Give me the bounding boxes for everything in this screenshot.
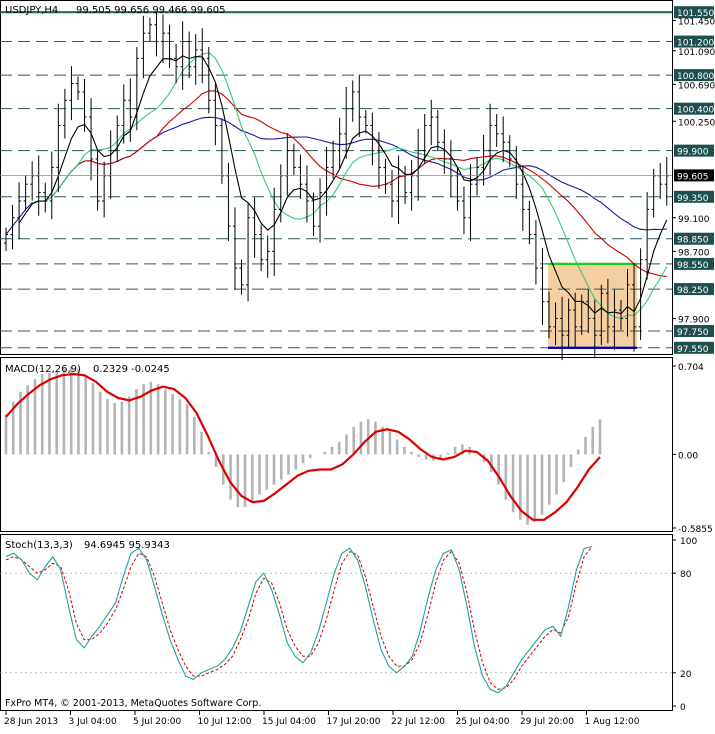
macd-tick-label: -0.5855 xyxy=(678,525,713,535)
time-tick-label: 29 Jul 20:00 xyxy=(520,717,574,727)
price-tick-label: 101.450 xyxy=(678,18,715,28)
time-tick-label: 25 Jul 04:00 xyxy=(456,717,510,727)
time-tick-label: 1 Aug 12:00 xyxy=(585,717,640,727)
level-price-label-bg xyxy=(674,35,714,48)
level-price-label: 98.850 xyxy=(677,236,709,246)
stoch-title: Stoch(13,3,3) xyxy=(5,540,73,551)
macd-title: MACD(12,26,9) xyxy=(5,364,81,375)
level-price-label-bg xyxy=(674,257,714,270)
level-price-label-bg xyxy=(674,6,714,19)
level-price-label-bg xyxy=(674,190,714,203)
stoch-tick-label: 80 xyxy=(680,570,692,580)
ma-fast-black-line xyxy=(18,55,668,315)
stoch-panel xyxy=(0,534,673,711)
price-plot-area: 101.550 101.200 100.800 100.400 99.900 99.350… xyxy=(0,6,715,361)
stoch-tick-label: 0 xyxy=(680,703,686,713)
ohlc-readout: 99.505 99.656 99.466 99.605 xyxy=(76,5,226,16)
time-tick-label: 10 Jul 12:00 xyxy=(198,717,252,727)
level-price-label-bg xyxy=(674,69,714,82)
current-price-label-bg xyxy=(674,169,714,182)
level-price-label-bg xyxy=(674,144,714,157)
current-price-label: 99.605 xyxy=(677,172,709,182)
level-price-label-bg xyxy=(674,283,714,296)
ma-fast-green-line xyxy=(32,52,668,319)
level-price-label-bg xyxy=(674,102,714,115)
stoch-plot-area: 100 80 20 0 xyxy=(0,537,697,713)
time-tick-label: 28 Jun 2013 xyxy=(4,717,58,727)
symbol-label: USDJPY,H4 xyxy=(5,5,58,16)
macd-panel xyxy=(0,357,673,532)
level-price-label: 100.400 xyxy=(677,106,714,116)
level-price-label: 101.200 xyxy=(677,39,714,49)
level-price-label: 101.550 xyxy=(677,9,714,19)
copyright-text: FxPro MT4, © 2001-2013, MetaQuotes Softw… xyxy=(5,698,261,709)
stoch-main-line xyxy=(5,546,593,694)
stoch-tick-label: 20 xyxy=(680,670,692,680)
level-price-label: 99.900 xyxy=(677,148,709,158)
time-tick-label: 17 Jul 20:00 xyxy=(327,717,381,727)
level-price-label-bg xyxy=(674,325,714,338)
price-tick-label: 100.690 xyxy=(678,81,715,91)
price-tick-label: 99.100 xyxy=(678,215,710,225)
stoch-values: 94.6945 95.9343 xyxy=(84,540,170,551)
macd-tick-label: 0.704 xyxy=(678,363,704,373)
price-tick-label: 98.700 xyxy=(678,248,710,258)
consolidation-range-box xyxy=(548,263,638,348)
level-price-label: 100.800 xyxy=(677,72,714,82)
level-price-label: 98.550 xyxy=(677,261,709,271)
level-price-label: 98.250 xyxy=(677,286,709,296)
ma-mid-line xyxy=(57,90,667,278)
time-tick-label: 22 Jul 12:00 xyxy=(391,717,445,727)
price-tick-label: 101.090 xyxy=(678,48,715,58)
level-price-label: 97.550 xyxy=(677,345,709,355)
stoch-tick-label: 100 xyxy=(680,537,697,547)
time-tick-label: 3 Jul 04:00 xyxy=(69,717,118,727)
time-tick-label: 15 Jul 04:00 xyxy=(262,717,316,727)
level-price-label: 97.750 xyxy=(677,328,709,338)
stoch-signal-line xyxy=(5,546,593,690)
level-price-label-bg xyxy=(674,341,714,354)
macd-values: 0.2329 -0.0245 xyxy=(93,364,170,375)
price-tick-label: 97.900 xyxy=(678,315,710,325)
macd-tick-label: 0.00 xyxy=(678,451,698,461)
level-price-label-bg xyxy=(674,232,714,245)
macd-signal-line xyxy=(5,372,601,521)
level-price-label: 99.350 xyxy=(677,194,709,204)
macd-plot-area: 0.704 0.00 -0.5855 xyxy=(4,363,713,535)
time-tick-label: 5 Jul 20:00 xyxy=(133,717,182,727)
price-tick-label: 100.250 xyxy=(678,118,715,128)
time-axis: 28 Jun 2013 3 Jul 04:00 5 Jul 20:00 10 Jul … xyxy=(4,711,640,727)
